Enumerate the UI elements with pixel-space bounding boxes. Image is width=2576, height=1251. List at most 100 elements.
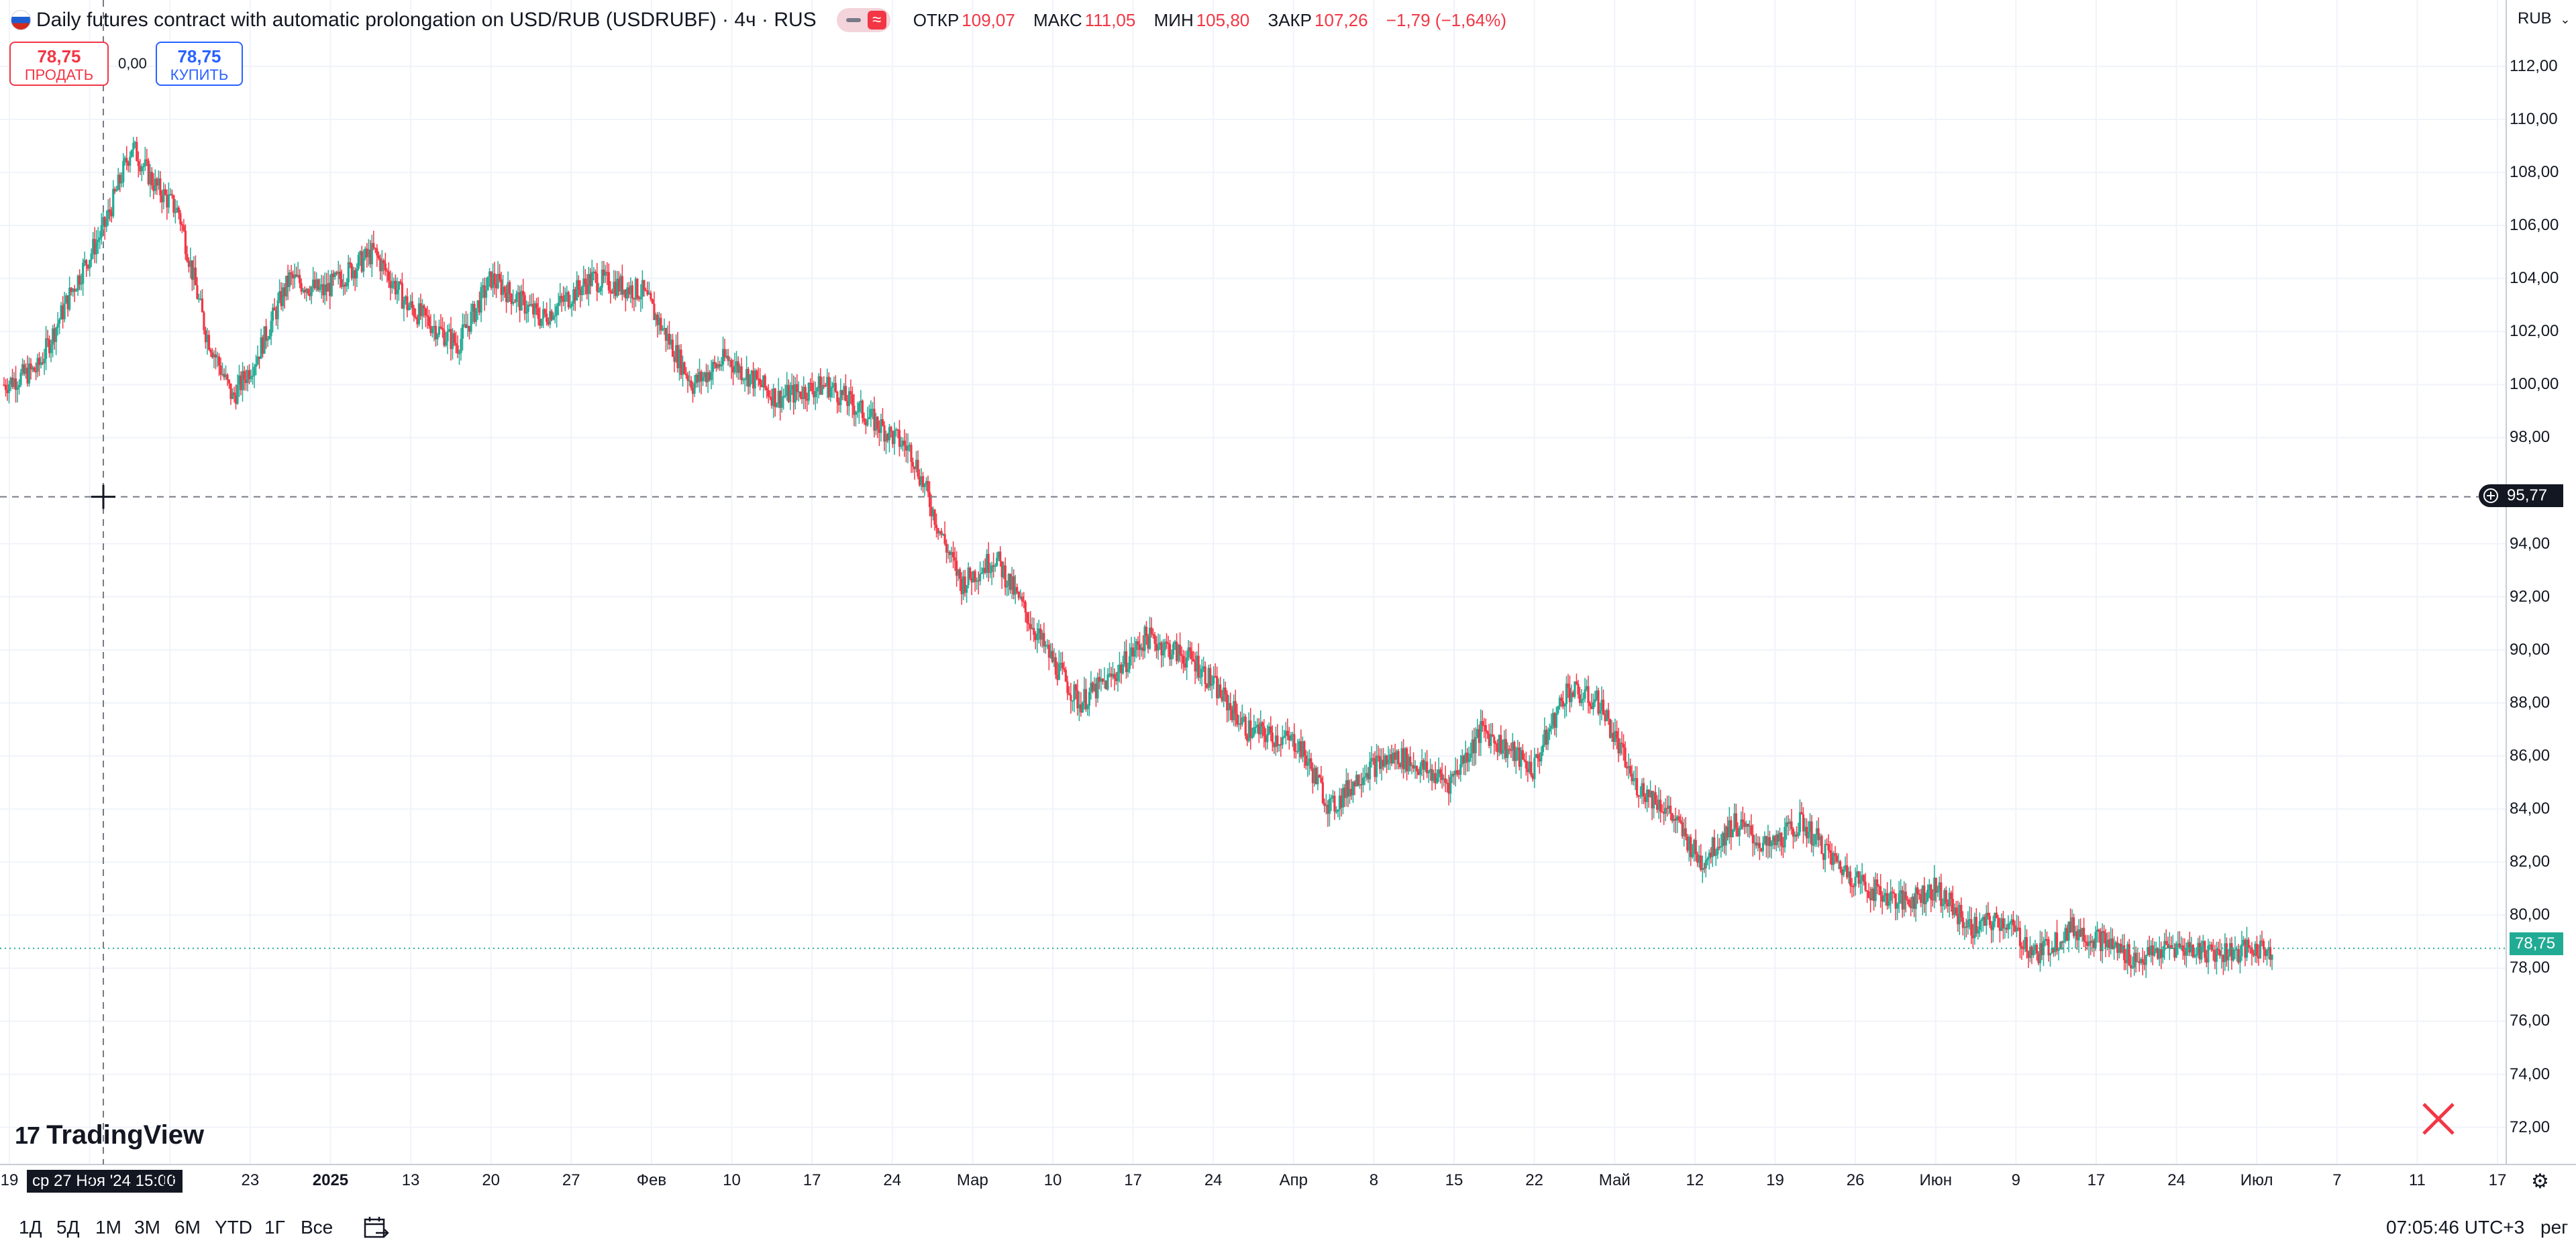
range-button-5[interactable]: YTD [215,1217,252,1238]
candle-body [2198,942,2201,960]
candle-body [490,271,493,288]
candle-body [713,362,716,364]
candle-body [510,294,513,304]
time-axis-label: Июн [1919,1171,1952,1189]
candle-body [1867,891,1870,898]
close-x-icon[interactable] [2420,1100,2457,1138]
candle-body [1947,902,1949,907]
candle-body [1864,881,1867,891]
remove-icon[interactable] [845,18,861,22]
candle-body [2208,944,2211,946]
currency-selector[interactable]: RUB ⌄ [2518,9,2570,28]
candle-body [1980,920,1983,922]
candle-body [199,298,202,300]
candle-body [300,283,303,292]
candle-body [2173,948,2176,958]
candle-body [1951,899,1954,916]
candle-body [337,271,340,274]
range-button-4[interactable]: 6М [174,1217,201,1238]
candle-body [476,300,479,309]
candle-body [1343,787,1346,798]
candle-body [349,262,352,264]
candle-body [606,272,609,273]
buy-button[interactable]: 78,75 КУПИТЬ [156,42,243,86]
candle-body [240,375,242,390]
candle-body [1308,758,1310,763]
range-button-2[interactable]: 1М [95,1217,121,1238]
candle-body [1463,755,1465,763]
candle-body [1988,916,1991,925]
candle-body [1730,820,1733,837]
candle-body [2077,929,2080,940]
candle-body [2205,957,2208,963]
time-axis-label: 9 [85,1171,95,1189]
candle-body [1023,601,1025,602]
candle-body [846,400,849,406]
candle-body [1086,706,1089,710]
candle-body [2010,919,2013,924]
candle-body [2098,929,2100,932]
range-button-6[interactable]: 1Г [264,1217,285,1238]
legend-toggle[interactable]: ≈ [836,8,890,32]
candle-body [1348,789,1351,797]
candle-body [1049,651,1052,658]
range-button-7[interactable]: Все [301,1217,333,1238]
candle-body [169,194,172,195]
candle-body [1780,832,1783,847]
candle-body [1940,882,1943,906]
candle-body [191,260,194,280]
candle-body [2116,942,2119,953]
sell-button[interactable]: 78,75 ПРОДАТЬ [9,42,109,86]
candle-body [90,253,93,260]
range-button-0[interactable]: 1Д [19,1217,42,1238]
candle-body [117,174,119,191]
candle-body [903,440,906,446]
candle-body [1182,656,1185,664]
compare-icon[interactable]: ≈ [867,11,886,30]
candle-body [66,295,69,310]
candle-body [786,384,788,396]
candle-body [433,325,435,329]
candle-body [1091,682,1094,692]
tradingview-logo[interactable]: 17 TradingView [15,1120,205,1150]
candle-body [1453,773,1455,775]
candle-body [233,392,236,396]
settings-icon[interactable]: ⚙ [2531,1171,2549,1193]
candle-body [73,288,76,292]
candle-body [1773,836,1776,845]
candle-body [782,396,785,398]
candle-body [1249,720,1252,739]
candle-body [2171,948,2174,949]
candle-body [256,356,259,365]
candle-body [167,195,170,208]
candle-body [21,364,24,373]
add-alert-icon[interactable] [2479,484,2502,507]
candle-body [1686,836,1689,851]
clock[interactable]: 07:05:46 UTC+3 рег [2386,1217,2568,1238]
candle-body [1074,684,1077,691]
candle-body [520,290,523,311]
calendar-icon[interactable] [362,1215,389,1243]
candle-body [1790,821,1793,829]
candle-body [474,308,478,322]
candle-body [52,328,54,345]
candle-body [552,316,555,320]
candle-body [1920,894,1922,904]
candle-body [1281,737,1284,745]
candle-body [1553,712,1556,728]
candle-body [2210,944,2213,950]
range-button-3[interactable]: 3М [134,1217,160,1238]
candle-body [444,341,448,346]
candle-body [1380,759,1383,769]
candle-body [50,344,52,353]
candle-body [95,241,98,255]
candle-body [1261,722,1264,726]
range-button-1[interactable]: 5Д [56,1217,80,1238]
candle-body [690,380,692,388]
candle-body [1164,641,1166,651]
candle-body [282,287,285,307]
candle-body [1311,769,1314,783]
candle-body [861,400,864,419]
symbol-title[interactable]: Daily futures contract with automatic pr… [36,9,817,31]
